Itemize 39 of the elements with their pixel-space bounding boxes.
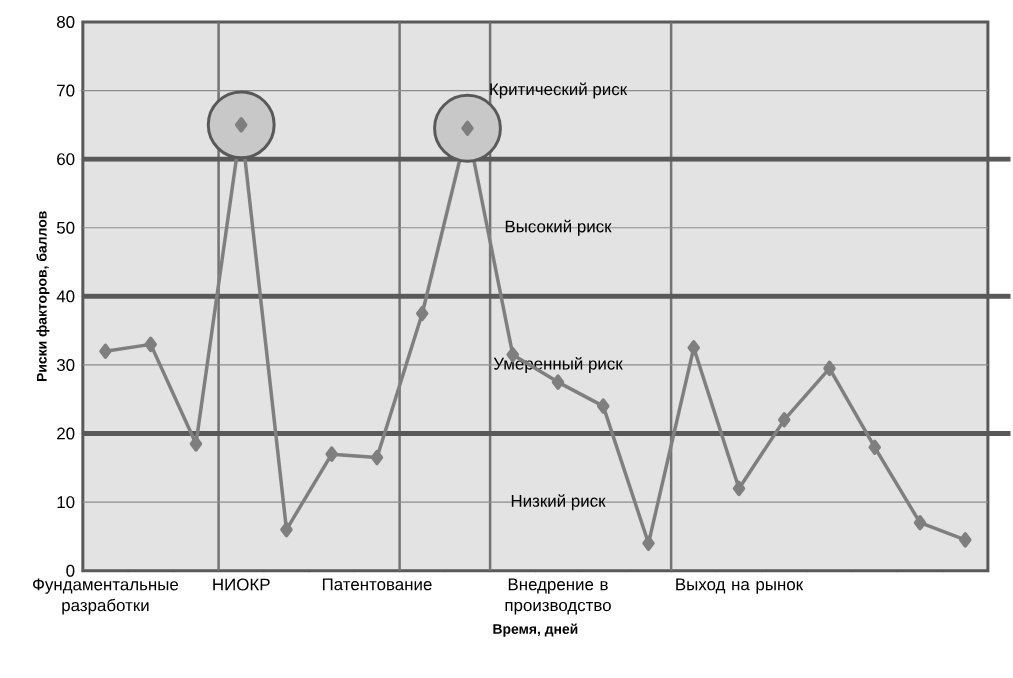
point — [778, 412, 791, 428]
point — [415, 306, 429, 322]
point — [189, 436, 203, 452]
point — [551, 374, 565, 391]
y-tick-label: 70 — [57, 84, 75, 97]
point — [325, 446, 338, 463]
annotation: Низкий риск — [511, 494, 606, 511]
point — [732, 480, 746, 497]
point — [280, 522, 293, 538]
y-tick-label: 10 — [57, 496, 75, 509]
x-tick-label: Внедрение в производство — [505, 578, 611, 615]
x-axis-title: Время, дней — [493, 623, 578, 637]
y-tick-label: 20 — [57, 427, 75, 440]
x-tick-label: Выход на рынок — [676, 578, 804, 594]
x-tick-label: Патентование — [322, 578, 432, 591]
point — [461, 120, 474, 137]
point — [868, 439, 881, 456]
y-tick-label: 30 — [56, 359, 75, 372]
point — [370, 450, 384, 466]
point — [687, 340, 700, 356]
x-tick-label: Фундаментальные разработки — [33, 578, 179, 615]
point — [234, 117, 248, 133]
y-tick-label: 50 — [56, 222, 75, 234]
x-tick-label: НИОКР — [213, 578, 270, 591]
point — [823, 360, 836, 377]
y-axis-title: Риски факторов, баллов — [36, 211, 50, 382]
y-tick-label: 0 — [66, 565, 75, 577]
point — [99, 343, 112, 360]
point — [206, 90, 276, 160]
y-tick-label: 40 — [56, 290, 75, 303]
point — [959, 532, 972, 548]
point — [642, 535, 655, 552]
point — [597, 398, 610, 415]
y-tick-label: 60 — [57, 153, 75, 166]
point — [144, 336, 157, 353]
annotation: Высокий риск — [505, 219, 612, 237]
y-tick-label: 80 — [57, 16, 75, 29]
annotation: Критический риск — [490, 82, 628, 99]
point — [913, 515, 927, 531]
